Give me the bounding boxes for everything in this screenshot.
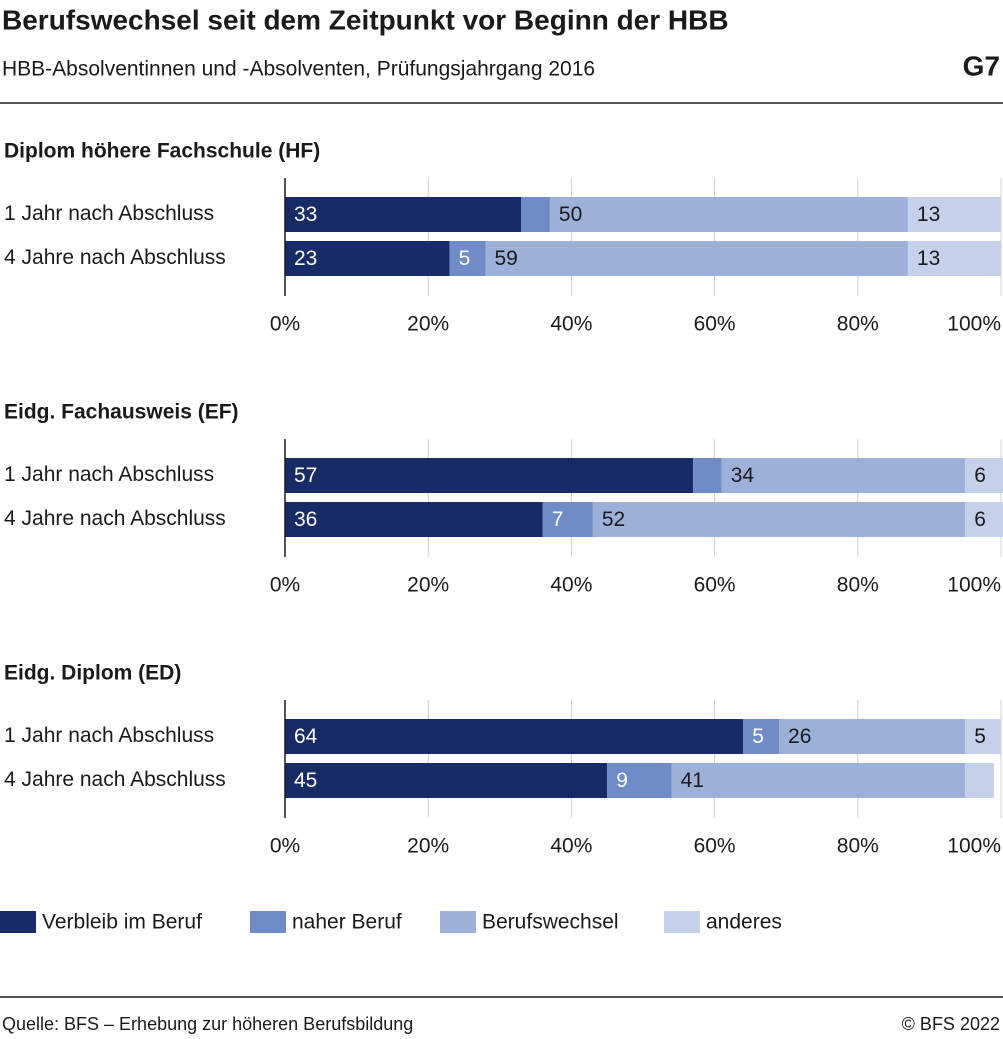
bar-segment [743, 719, 780, 754]
bar-segment [693, 458, 722, 493]
data-label: 36 [294, 508, 317, 531]
bar-segment [721, 458, 966, 493]
bar-segment [449, 241, 486, 276]
x-tick-label: 20% [407, 574, 449, 597]
data-label: 26 [788, 725, 811, 748]
x-tick-label: 100% [947, 835, 1001, 858]
x-tick-label: 0% [270, 313, 300, 336]
legend-label: Verbleib im Beruf [42, 911, 202, 934]
data-label: 45 [294, 769, 317, 792]
data-label: 64 [294, 725, 318, 748]
legend-swatch [0, 911, 36, 933]
data-label: 33 [294, 203, 317, 226]
bar-segment [542, 502, 593, 537]
x-tick-label: 20% [407, 835, 449, 858]
data-label: 5 [752, 725, 764, 748]
x-tick-label: 100% [947, 313, 1001, 336]
legend-label: anderes [706, 911, 782, 934]
legend-label: naher Beruf [292, 911, 402, 934]
bar-segment [485, 241, 908, 276]
y-tick-label: 4 Jahre nach Abschluss [4, 768, 226, 791]
data-label: 6 [974, 508, 986, 531]
chart-title: Berufswechsel seit dem Zeitpunkt vor Beg… [2, 4, 729, 35]
y-tick-label: 4 Jahre nach Abschluss [4, 246, 226, 269]
data-label: 5 [974, 725, 986, 748]
legend-label: Berufswechsel [482, 911, 619, 934]
data-label: 23 [294, 247, 317, 270]
y-tick-label: 1 Jahr nach Abschluss [4, 202, 214, 225]
chart-subtitle: HBB-Absolventinnen und -Absolventen, Prü… [2, 58, 595, 81]
bar-segment [607, 763, 672, 798]
bar-segment [907, 241, 1001, 276]
bar-segment [521, 197, 550, 232]
data-label: 59 [494, 247, 517, 270]
legend-swatch [250, 911, 286, 933]
legend-swatch [440, 911, 476, 933]
x-tick-label: 80% [837, 574, 879, 597]
x-tick-label: 100% [947, 574, 1001, 597]
bar-segment [285, 763, 608, 798]
x-tick-label: 40% [550, 835, 592, 858]
data-label: 57 [294, 464, 317, 487]
x-tick-label: 60% [694, 574, 736, 597]
x-tick-label: 20% [407, 313, 449, 336]
x-tick-label: 60% [694, 313, 736, 336]
data-label: 13 [917, 247, 940, 270]
y-tick-label: 1 Jahr nach Abschluss [4, 463, 214, 486]
x-tick-label: 40% [550, 313, 592, 336]
bar-segment [671, 763, 966, 798]
x-tick-label: 0% [270, 574, 300, 597]
y-tick-label: 4 Jahre nach Abschluss [4, 507, 226, 530]
data-label: 52 [602, 508, 625, 531]
bar-segment [285, 458, 694, 493]
data-label: 7 [552, 508, 564, 531]
data-label: 9 [616, 769, 628, 792]
data-label: 34 [731, 464, 755, 487]
x-tick-label: 80% [837, 835, 879, 858]
bar-segment [965, 719, 1001, 754]
panel-title: Eidg. Diplom (ED) [4, 662, 181, 685]
x-tick-label: 60% [694, 835, 736, 858]
chart-code: G7 [963, 50, 1000, 81]
x-tick-label: 40% [550, 574, 592, 597]
data-label: 13 [917, 203, 940, 226]
bar-segment [965, 763, 994, 798]
bar-segment [965, 502, 1003, 537]
source: Quelle: BFS – Erhebung zur höheren Beruf… [2, 1014, 413, 1034]
bar-segment [965, 458, 1003, 493]
bar-segment [592, 502, 966, 537]
bar-segment [907, 197, 1001, 232]
data-label: 50 [559, 203, 582, 226]
y-tick-label: 1 Jahr nach Abschluss [4, 724, 214, 747]
data-label: 5 [459, 247, 471, 270]
bar-segment [285, 241, 450, 276]
panel-title: Eidg. Fachausweis (EF) [4, 401, 239, 424]
copyright: © BFS 2022 [902, 1014, 1000, 1034]
bar-segment [285, 719, 744, 754]
data-label: 41 [681, 769, 704, 792]
x-tick-label: 0% [270, 835, 300, 858]
bar-segment [285, 197, 522, 232]
x-tick-label: 80% [837, 313, 879, 336]
panel-title: Diplom höhere Fachschule (HF) [4, 140, 320, 163]
bar-segment [779, 719, 966, 754]
bar-segment [549, 197, 908, 232]
data-label: 6 [974, 464, 986, 487]
legend-swatch [664, 911, 700, 933]
bar-segment [285, 502, 543, 537]
